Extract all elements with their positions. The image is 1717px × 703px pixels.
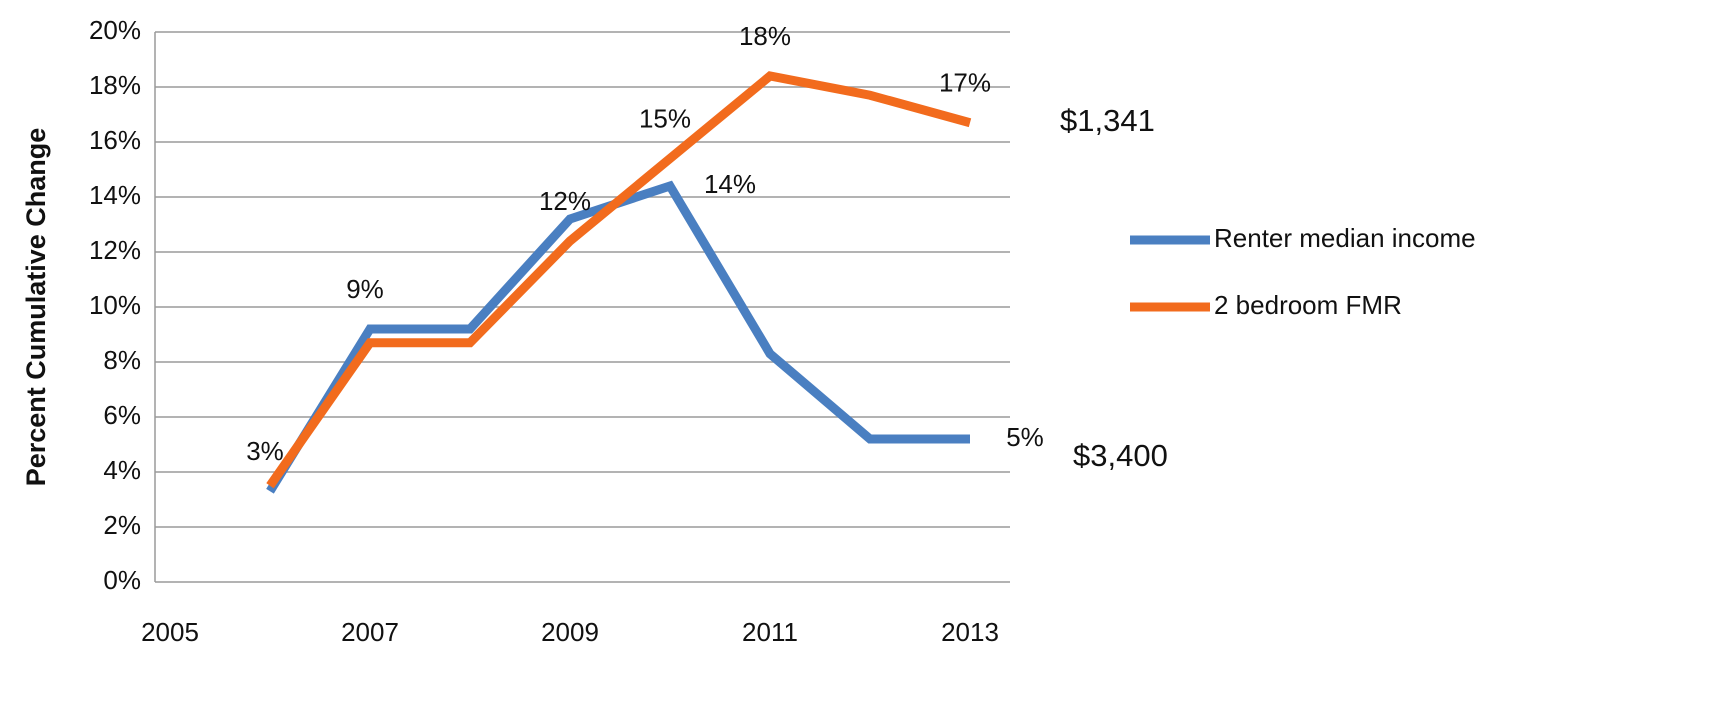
y-tick-label: 2% <box>103 510 141 540</box>
y-axis-label: Percent Cumulative Change <box>21 128 51 487</box>
y-tick-label: 10% <box>89 290 141 320</box>
x-tick-label: 2009 <box>541 617 599 647</box>
data-label: 9% <box>346 274 384 304</box>
y-tick-label: 12% <box>89 235 141 265</box>
data-label: 3% <box>246 436 284 466</box>
y-tick-label: 0% <box>103 565 141 595</box>
y-tick-label: 14% <box>89 180 141 210</box>
data-label: 18% <box>739 21 791 51</box>
data-label: 5% <box>1006 422 1044 452</box>
data-label: 12% <box>539 186 591 216</box>
legend-label: 2 bedroom FMR <box>1214 290 1402 320</box>
x-tick-label: 2007 <box>341 617 399 647</box>
data-label: 14% <box>704 169 756 199</box>
series-line <box>266 71 972 489</box>
y-tick-label: 20% <box>89 15 141 45</box>
legend-label: Renter median income <box>1214 223 1476 253</box>
y-tick-label: 18% <box>89 70 141 100</box>
x-tick-label: 2005 <box>141 617 199 647</box>
data-label: 15% <box>639 103 691 133</box>
x-tick-label: 2011 <box>742 617 798 647</box>
y-tick-label: 16% <box>89 125 141 155</box>
y-tick-label: 4% <box>103 455 141 485</box>
y-tick-label: 8% <box>103 345 141 375</box>
x-tick-label: 2013 <box>941 617 999 647</box>
annotation: $3,400 <box>1073 438 1168 473</box>
data-label: 17% <box>939 68 991 98</box>
annotation: $1,341 <box>1060 103 1155 138</box>
y-tick-label: 6% <box>103 400 141 430</box>
